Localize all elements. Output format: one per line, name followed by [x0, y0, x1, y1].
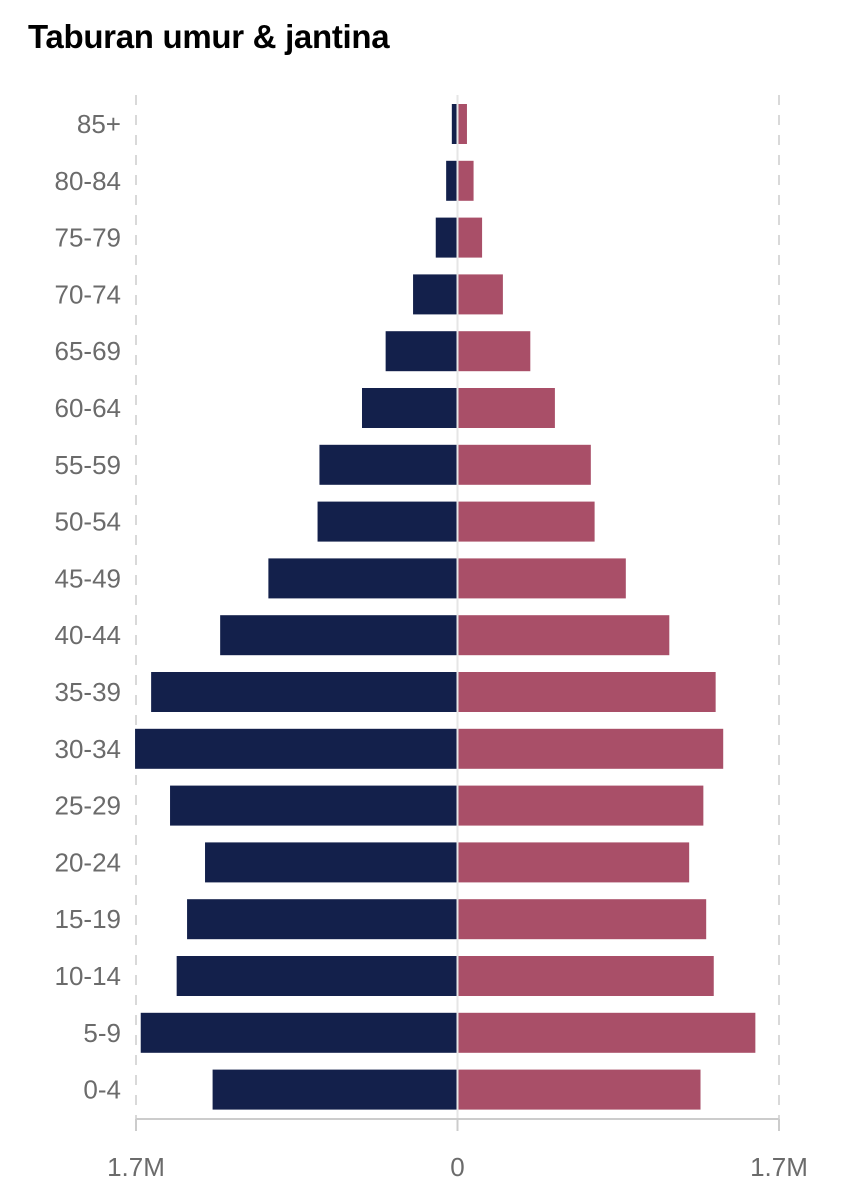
bar-male-65-69: Lelaki 65-69: 380000	[385, 331, 457, 372]
category-label: 5-9	[83, 1018, 121, 1048]
bar-male-35-39: Lelaki 35-39: 1620000	[151, 672, 457, 712]
bar-male-10-14: Lelaki 10-14: 1485000	[176, 956, 457, 996]
bar-female-55-59: Perempuan 55-59: 705000	[458, 444, 591, 485]
bar-female-0-4: Perempuan 0-4: 1285000	[458, 1069, 701, 1110]
bar-female-75-79: Perempuan 75-79: 130000	[458, 217, 483, 258]
bar-male-50-54: Lelaki 50-54: 740000	[317, 501, 457, 542]
category-label: 50-54	[55, 507, 122, 537]
bar-male-75-79: Lelaki 75-79: 115000	[435, 217, 457, 258]
bar-male-45-49: Lelaki 45-49: 1000000	[268, 558, 457, 599]
bar-female-10-14: Perempuan 10-14: 1355000	[458, 956, 714, 996]
x-tick-label-1: 0	[450, 1152, 464, 1182]
category-label: 70-74	[55, 279, 122, 309]
category-label: 55-59	[55, 450, 122, 480]
bar-male-80-84: Lelaki 80-84: 60000	[446, 160, 457, 201]
bar-female-15-19: Perempuan 15-19: 1315000	[458, 899, 707, 940]
category-label: 10-14	[55, 961, 122, 991]
bar-female-40-44: Perempuan 40-44: 1120000	[458, 615, 670, 656]
bar-male-30-34: Lelaki 30-34: 1705000	[135, 728, 457, 769]
category-label: 15-19	[55, 904, 122, 934]
bar-female-30-34: Perempuan 30-34: 1405000	[458, 728, 724, 769]
bar-male-20-24: Lelaki 20-24: 1335000	[205, 842, 457, 883]
bar-female-50-54: Perempuan 50-54: 725000	[458, 501, 595, 542]
category-label: 25-29	[55, 791, 122, 821]
bar-female-85+: Perempuan 85+: 50000	[458, 104, 467, 144]
category-label: 40-44	[55, 620, 122, 650]
x-tick-label-2: 1.7M	[750, 1152, 808, 1182]
bar-female-80-84: Perempuan 80-84: 85000	[458, 160, 474, 201]
category-label: 45-49	[55, 563, 122, 593]
category-label: 0-4	[83, 1075, 121, 1105]
category-label: 20-24	[55, 847, 122, 877]
chart-title: Taburan umur & jantina	[28, 18, 390, 55]
bar-male-25-29: Lelaki 25-29: 1520000	[170, 785, 457, 826]
bar-male-85+: Lelaki 85+: 30000	[451, 104, 457, 144]
category-label: 35-39	[55, 677, 122, 707]
x-tick-label-0: 1.7M	[107, 1152, 165, 1182]
category-label: 80-84	[55, 166, 122, 196]
bar-female-45-49: Perempuan 45-49: 890000	[458, 558, 626, 599]
bar-male-0-4: Lelaki 0-4: 1295000	[212, 1069, 457, 1110]
bar-female-60-64: Perempuan 60-64: 515000	[458, 388, 555, 428]
bar-female-70-74: Perempuan 70-74: 240000	[458, 274, 503, 315]
category-label: 60-64	[55, 393, 122, 423]
bar-female-5-9: Perempuan 5-9: 1575000	[458, 1012, 756, 1053]
category-label: 65-69	[55, 336, 122, 366]
category-label: 30-34	[55, 734, 122, 764]
bar-male-40-44: Lelaki 40-44: 1255000	[220, 615, 457, 656]
bar-female-25-29: Perempuan 25-29: 1300000	[458, 785, 704, 826]
bar-male-15-19: Lelaki 15-19: 1430000	[187, 899, 457, 940]
bar-female-35-39: Perempuan 35-39: 1365000	[458, 672, 716, 712]
bar-male-5-9: Lelaki 5-9: 1675000	[140, 1012, 457, 1053]
bar-female-20-24: Perempuan 20-24: 1225000	[458, 842, 690, 883]
bar-female-65-69: Perempuan 65-69: 385000	[458, 331, 531, 372]
bar-male-55-59: Lelaki 55-59: 730000	[319, 444, 457, 485]
bar-male-60-64: Lelaki 60-64: 505000	[361, 388, 457, 428]
category-label: 85+	[77, 109, 121, 139]
category-label: 75-79	[55, 223, 122, 253]
bar-male-70-74: Lelaki 70-74: 235000	[413, 274, 457, 315]
